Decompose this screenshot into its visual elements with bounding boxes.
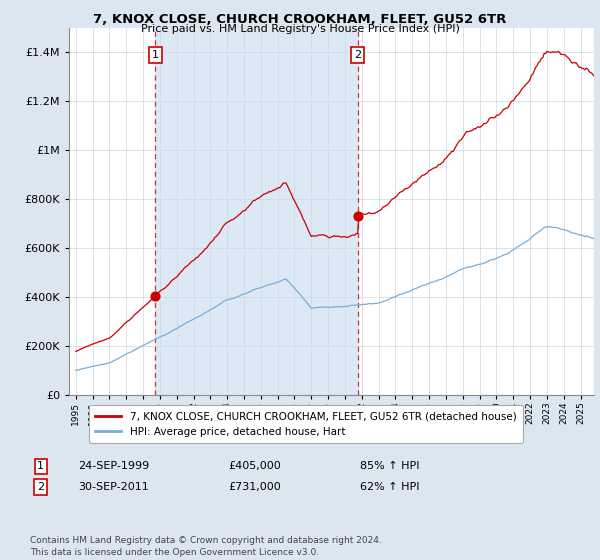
Text: Price paid vs. HM Land Registry's House Price Index (HPI): Price paid vs. HM Land Registry's House …	[140, 24, 460, 34]
Text: 62% ↑ HPI: 62% ↑ HPI	[360, 482, 419, 492]
Text: 1: 1	[152, 50, 159, 60]
Legend: 7, KNOX CLOSE, CHURCH CROOKHAM, FLEET, GU52 6TR (detached house), HPI: Average p: 7, KNOX CLOSE, CHURCH CROOKHAM, FLEET, G…	[89, 405, 523, 443]
Text: Contains HM Land Registry data © Crown copyright and database right 2024.
This d: Contains HM Land Registry data © Crown c…	[30, 536, 382, 557]
Text: 85% ↑ HPI: 85% ↑ HPI	[360, 461, 419, 472]
Point	[151, 291, 160, 300]
Text: 30-SEP-2011: 30-SEP-2011	[78, 482, 149, 492]
Point	[353, 212, 362, 221]
Text: £731,000: £731,000	[228, 482, 281, 492]
Text: 1: 1	[37, 461, 44, 472]
Text: 24-SEP-1999: 24-SEP-1999	[78, 461, 149, 472]
Text: 2: 2	[354, 50, 361, 60]
Text: £405,000: £405,000	[228, 461, 281, 472]
Text: 2: 2	[37, 482, 44, 492]
Text: 7, KNOX CLOSE, CHURCH CROOKHAM, FLEET, GU52 6TR: 7, KNOX CLOSE, CHURCH CROOKHAM, FLEET, G…	[94, 13, 506, 26]
Bar	[155, 28, 358, 395]
